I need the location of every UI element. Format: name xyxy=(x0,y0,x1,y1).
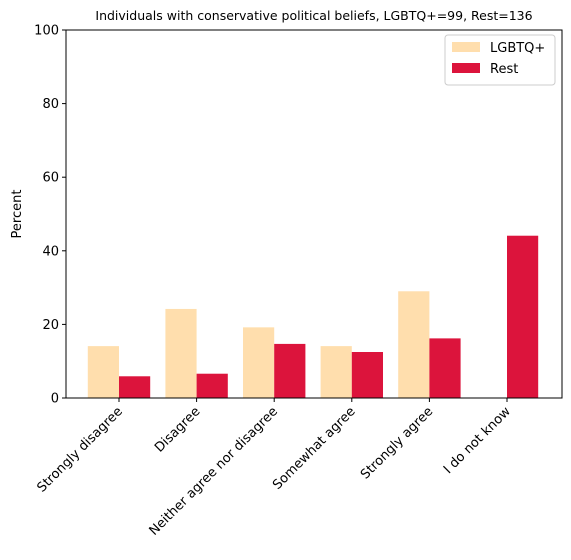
plot-frame xyxy=(65,29,563,399)
y-tick-label: 80 xyxy=(42,97,59,112)
chart-title: Individuals with conservative political … xyxy=(95,8,532,23)
bar-rest xyxy=(351,352,383,398)
y-axis-ticks: 0 20 40 60 80 100 xyxy=(34,24,66,407)
y-axis-label: Percent xyxy=(10,190,25,239)
legend-swatch xyxy=(452,42,480,52)
bar-rest xyxy=(429,338,461,398)
bar-rest xyxy=(274,343,306,398)
legend-label: LGBTQ+ xyxy=(490,41,545,56)
bar-rest xyxy=(119,376,151,398)
bar-lgbtq xyxy=(87,346,119,398)
bar-rest xyxy=(507,235,539,398)
x-tick-label: Neither agree nor disagree xyxy=(147,404,281,538)
y-tick-label: 100 xyxy=(34,24,59,39)
y-tick-label: 0 xyxy=(51,392,59,407)
x-tick-label: Strongly agree xyxy=(358,404,436,482)
y-tick-label: 60 xyxy=(42,171,59,186)
x-tick-label: Disagree xyxy=(152,404,203,455)
y-tick-label: 20 xyxy=(42,318,59,333)
bar-lgbtq xyxy=(165,308,197,398)
bars-group xyxy=(87,235,539,398)
bar-rest xyxy=(196,373,228,398)
bar-lgbtq xyxy=(398,291,430,398)
legend: LGBTQ+ Rest xyxy=(444,34,556,86)
bar-lgbtq xyxy=(243,327,275,398)
x-tick-label: Somewhat agree xyxy=(270,404,359,493)
x-tick-label: Strongly disagree xyxy=(34,404,125,495)
bar-lgbtq xyxy=(320,346,352,398)
legend-label: Rest xyxy=(490,62,518,77)
x-tick-label: I do not know xyxy=(441,404,514,477)
legend-swatch xyxy=(452,63,480,73)
y-tick-label: 40 xyxy=(42,244,59,259)
